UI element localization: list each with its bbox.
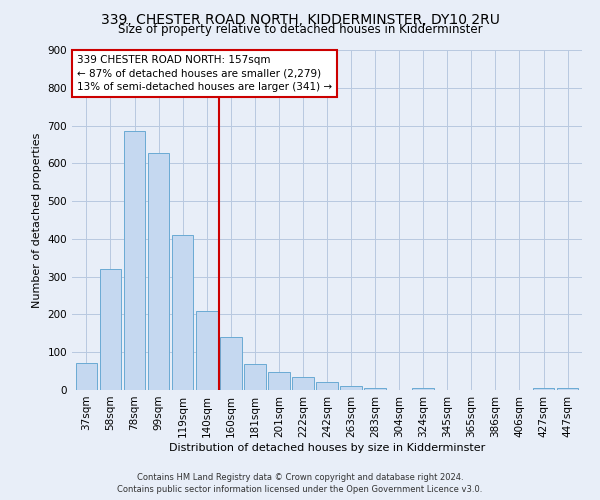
Bar: [292, 377, 314, 390]
Bar: [340, 386, 362, 390]
Bar: [172, 235, 193, 390]
Bar: [196, 310, 218, 390]
Text: 339 CHESTER ROAD NORTH: 157sqm
← 87% of detached houses are smaller (2,279)
13% : 339 CHESTER ROAD NORTH: 157sqm ← 87% of …: [77, 55, 332, 92]
Bar: [364, 388, 386, 390]
Text: Size of property relative to detached houses in Kidderminster: Size of property relative to detached ho…: [118, 22, 482, 36]
Y-axis label: Number of detached properties: Number of detached properties: [32, 132, 42, 308]
Bar: [268, 372, 290, 390]
Bar: [124, 131, 145, 390]
Bar: [412, 388, 434, 390]
Bar: [244, 364, 266, 390]
Bar: [76, 363, 97, 390]
X-axis label: Distribution of detached houses by size in Kidderminster: Distribution of detached houses by size …: [169, 442, 485, 452]
Bar: [316, 382, 338, 390]
Bar: [220, 337, 242, 390]
Bar: [557, 388, 578, 390]
Bar: [533, 388, 554, 390]
Bar: [148, 153, 169, 390]
Text: Contains HM Land Registry data © Crown copyright and database right 2024.
Contai: Contains HM Land Registry data © Crown c…: [118, 472, 482, 494]
Text: 339, CHESTER ROAD NORTH, KIDDERMINSTER, DY10 2RU: 339, CHESTER ROAD NORTH, KIDDERMINSTER, …: [101, 12, 499, 26]
Bar: [100, 269, 121, 390]
